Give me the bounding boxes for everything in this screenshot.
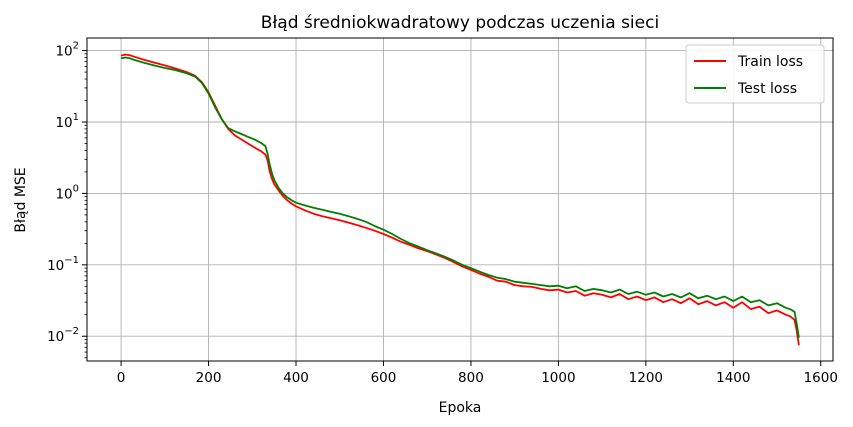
- y-tick-label: 100: [55, 183, 79, 202]
- x-axis-label: Epoka: [439, 400, 482, 416]
- y-axis: 10−2 10−1 100 101 102: [47, 41, 87, 359]
- x-tick-label: 1200: [629, 370, 663, 386]
- x-tick-label: 800: [458, 370, 484, 386]
- chart-title: Błąd średniokwadratowy podczas uczenia s…: [261, 13, 659, 33]
- x-tick-label: 400: [283, 370, 309, 386]
- plot-frame: [86, 37, 834, 362]
- series-lines: [120, 53, 800, 346]
- y-axis-label: Błąd MSE: [13, 167, 29, 232]
- legend: Train loss Test loss: [685, 44, 825, 104]
- x-tick-label: 0: [117, 370, 126, 386]
- x-axis: 0 200 400 600 800 1000 1200 1400 1600: [117, 361, 838, 386]
- x-tick-label: 1400: [716, 370, 750, 386]
- series-line-test: [120, 56, 800, 338]
- legend-label: Train loss: [737, 54, 803, 70]
- y-tick-label: 102: [55, 41, 79, 60]
- x-tick-label: 600: [371, 370, 397, 386]
- legend-label: Test loss: [737, 81, 797, 97]
- y-tick-label: 101: [55, 112, 79, 131]
- y-tick-label: 10−1: [47, 255, 79, 274]
- x-tick-label: 200: [196, 370, 222, 386]
- x-tick-label: 1000: [541, 370, 575, 386]
- y-tick-label: 10−2: [47, 326, 79, 345]
- x-tick-label: 1600: [804, 370, 838, 386]
- series-line-train: [120, 53, 800, 346]
